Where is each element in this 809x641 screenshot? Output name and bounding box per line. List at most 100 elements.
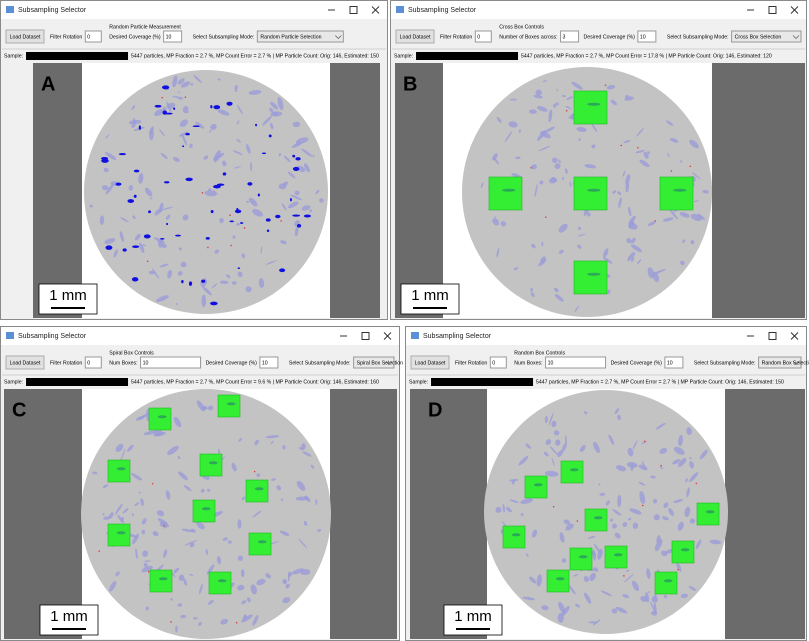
close-button[interactable] (790, 332, 799, 340)
particle (128, 184, 133, 191)
particle (172, 75, 178, 88)
control-input[interactable] (163, 30, 183, 43)
mp-particle (677, 568, 679, 571)
app-icon (411, 332, 419, 339)
sample-label: Sample: (409, 379, 428, 385)
particle (636, 259, 642, 265)
maximize-button[interactable] (768, 332, 777, 340)
particle (646, 568, 651, 579)
particle (650, 601, 656, 612)
maximize-button[interactable] (349, 6, 358, 14)
control-value[interactable]: 10 (262, 360, 268, 366)
particle (282, 597, 291, 604)
particle (219, 217, 224, 224)
particle (529, 576, 537, 584)
particle (614, 408, 620, 414)
filter-rotation-input[interactable] (84, 30, 102, 43)
particle (617, 191, 622, 196)
close-icon (790, 6, 799, 14)
particle (655, 422, 666, 430)
particle (138, 172, 144, 184)
control-input[interactable] (560, 30, 580, 43)
selected-particle (226, 101, 233, 106)
load-button-label[interactable]: Load Dataset (10, 360, 41, 366)
control-input[interactable] (140, 356, 202, 369)
particle (623, 139, 631, 144)
particle (702, 189, 709, 194)
load-button[interactable] (410, 355, 450, 370)
control-value[interactable]: 10 (143, 360, 149, 366)
filter-rotation-input[interactable] (84, 356, 102, 369)
particle (241, 253, 245, 259)
particle (270, 440, 274, 445)
mode-dropdown[interactable] (256, 30, 344, 43)
particle (252, 614, 259, 626)
particle (653, 514, 660, 521)
particle (248, 197, 258, 207)
load-button[interactable] (5, 29, 45, 44)
maximize-button[interactable] (361, 332, 370, 340)
control-value[interactable]: 10 (640, 34, 646, 40)
load-button[interactable] (5, 355, 45, 370)
particle (663, 595, 668, 599)
control-value[interactable]: 10 (548, 360, 554, 366)
mode-dropdown[interactable] (353, 356, 395, 369)
mode-value[interactable]: Random Box Selection (762, 360, 809, 366)
selected-particle (247, 182, 253, 186)
filter-rotation-value[interactable]: 0 (87, 360, 90, 366)
particle (156, 510, 165, 517)
particle (632, 440, 638, 450)
selected-particle (257, 193, 260, 197)
control-input[interactable] (664, 356, 684, 369)
load-button-label[interactable]: Load Dataset (415, 360, 446, 366)
particle (626, 238, 632, 244)
particle (113, 249, 118, 258)
particle (140, 498, 144, 507)
load-button[interactable] (395, 29, 435, 44)
selected-particle (292, 154, 296, 158)
filter-rotation-input[interactable] (489, 356, 507, 369)
control-input[interactable] (545, 356, 607, 369)
controls-title: Random Box Controls (514, 350, 565, 356)
particle (213, 152, 225, 161)
particle (226, 274, 231, 279)
particle (617, 414, 621, 421)
control-value[interactable]: 3 (563, 34, 566, 40)
particle (626, 461, 638, 468)
mode-value[interactable]: Spiral Box Selection (357, 360, 404, 366)
mode-value[interactable]: Cross Box Selection (735, 34, 782, 40)
filter-rotation-value[interactable]: 0 (87, 34, 90, 40)
control-input[interactable] (637, 30, 657, 43)
mode-dropdown[interactable] (758, 356, 802, 369)
mode-value[interactable]: Random Particle Selection (260, 34, 321, 40)
particle (676, 562, 682, 572)
particle (492, 218, 500, 226)
box-particle (593, 516, 603, 520)
box-particle (705, 510, 715, 514)
filter-rotation-value[interactable]: 0 (492, 360, 495, 366)
panel-label: D (428, 399, 442, 421)
mp-particle (229, 214, 231, 217)
box-particle (587, 102, 601, 106)
particle (200, 488, 205, 493)
particle (695, 539, 702, 550)
control-value[interactable]: 10 (667, 360, 673, 366)
particle (162, 243, 167, 249)
close-button[interactable] (371, 6, 380, 14)
dropdown-arrow (792, 35, 800, 39)
close-button[interactable] (383, 332, 392, 340)
particle (600, 590, 612, 597)
control-input[interactable] (259, 356, 279, 369)
close-button[interactable] (790, 6, 799, 14)
particle (509, 499, 519, 504)
filter-rotation-input[interactable] (474, 30, 492, 43)
maximize-button[interactable] (768, 6, 777, 14)
control-value[interactable]: 10 (166, 34, 172, 40)
particle (256, 473, 261, 478)
filter-rotation-value[interactable]: 0 (477, 34, 480, 40)
particle (135, 548, 138, 560)
selected-particle (236, 208, 239, 212)
mode-dropdown[interactable] (731, 30, 802, 43)
load-button-label[interactable]: Load Dataset (400, 34, 431, 40)
load-button-label[interactable]: Load Dataset (10, 34, 41, 40)
